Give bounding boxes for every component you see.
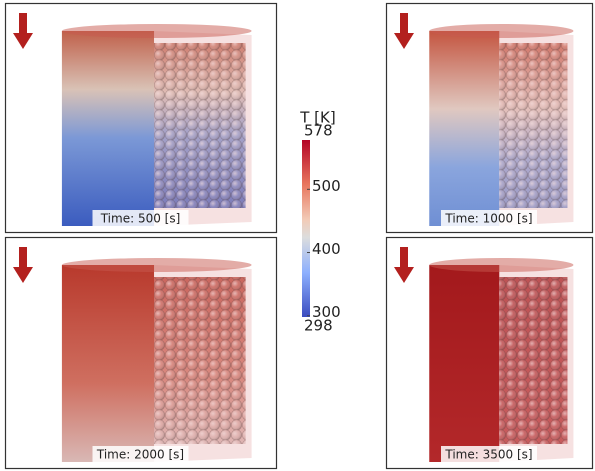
cylinder-top xyxy=(62,258,252,272)
colorbar-tick-label: 300 xyxy=(312,303,341,321)
time-label: Time: 3500 [s] xyxy=(444,448,532,462)
arrow-shaft xyxy=(400,13,408,35)
figure: T [K] Time: 500 [s]Time: 1000 [s]Time: 2… xyxy=(0,0,595,471)
cylinder-top xyxy=(429,24,573,38)
cylinder-shell xyxy=(499,31,573,226)
panel: Time: 500 [s] xyxy=(6,4,277,233)
arrow-shaft xyxy=(19,247,27,269)
colorbar xyxy=(302,140,310,317)
panel: Time: 3500 [s] xyxy=(387,238,593,469)
cylinder-cut xyxy=(62,265,154,462)
colorbar-max: 578 xyxy=(304,122,333,140)
arrow-shaft xyxy=(19,13,27,35)
colorbar-tick-label: 400 xyxy=(312,240,341,258)
panel: Time: 2000 [s] xyxy=(6,238,277,469)
colorbar-tick-label: 500 xyxy=(312,177,341,195)
cylinder-cut xyxy=(62,31,154,226)
time-label: Time: 2000 [s] xyxy=(96,448,184,462)
cylinder-top xyxy=(429,258,573,272)
cylinder-cut xyxy=(429,31,499,226)
cylinder-shell xyxy=(154,265,252,462)
cylinder-shell xyxy=(154,31,252,226)
arrow-shaft xyxy=(400,247,408,269)
time-label: Time: 1000 [s] xyxy=(444,212,532,226)
time-label: Time: 500 [s] xyxy=(100,212,181,226)
cylinder-cut xyxy=(429,265,499,462)
cylinder-top xyxy=(62,24,252,38)
cylinder-shell xyxy=(499,265,573,462)
panel: Time: 1000 [s] xyxy=(387,4,593,233)
